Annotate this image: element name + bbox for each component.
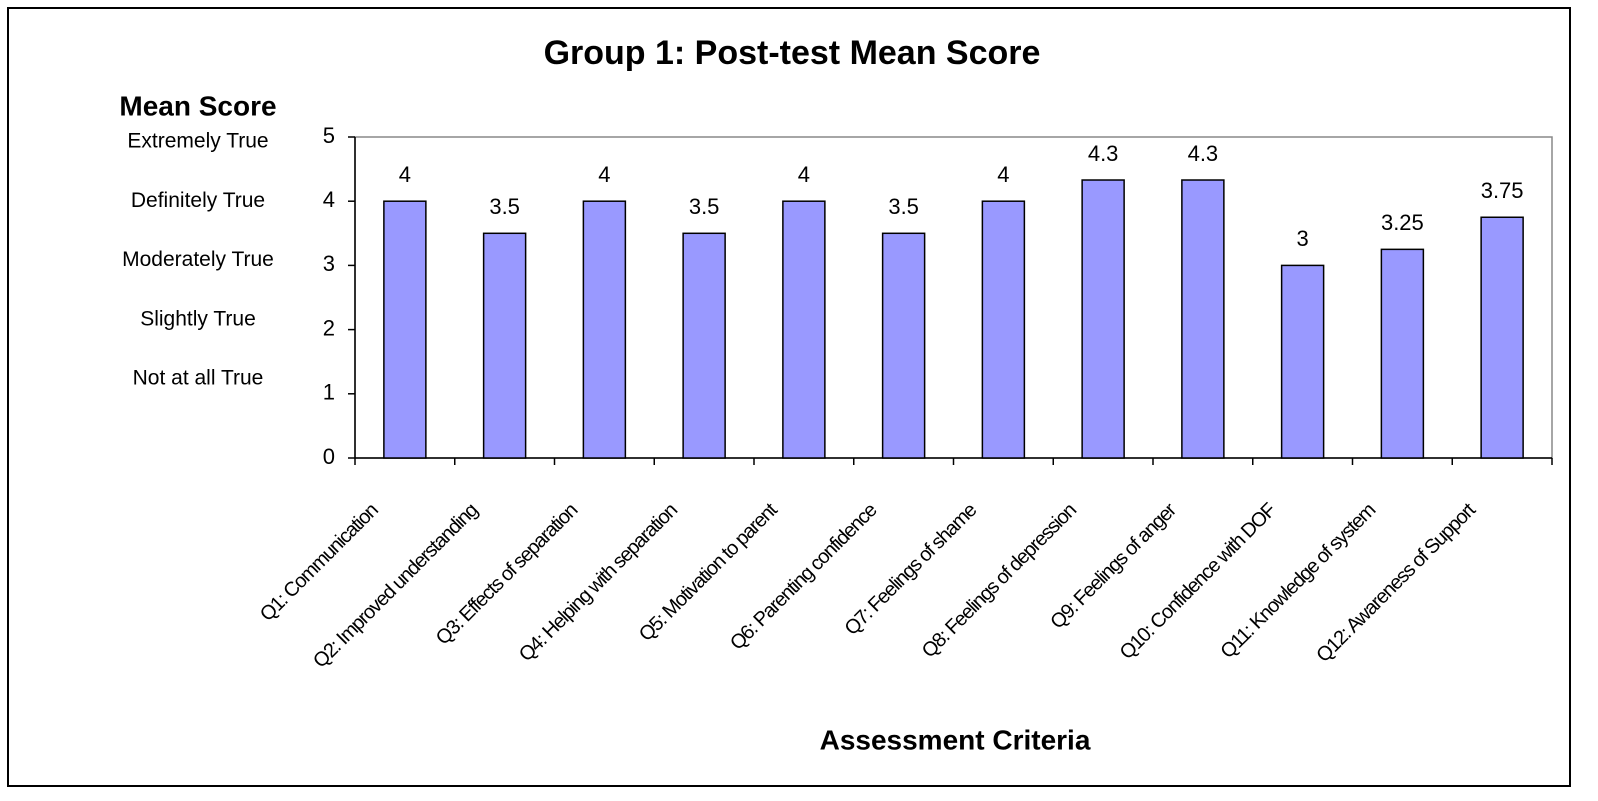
bar [1181, 179, 1225, 459]
bar [1081, 179, 1125, 459]
y-level-label: Not at all True [133, 367, 264, 390]
bar [1480, 216, 1524, 459]
y-level-label: Slightly True [140, 307, 256, 330]
y-tick-label: 3 [323, 251, 335, 276]
value-label: 4.3 [1088, 141, 1119, 166]
value-label: 4.3 [1188, 141, 1219, 166]
bar [582, 200, 627, 459]
x-axis-title: Assessment Criteria [820, 724, 1091, 755]
y-tick-label: 0 [323, 444, 335, 469]
y-tick-label: 5 [323, 123, 335, 148]
chart-title: Group 1: Post-test Mean Score [544, 34, 1041, 72]
value-label: 3.5 [489, 194, 520, 219]
y-level-label: Moderately True [122, 248, 274, 271]
value-label: 3 [1297, 226, 1309, 251]
value-label: 3.5 [689, 194, 720, 219]
y-tick-label: 2 [323, 315, 335, 340]
bar [383, 200, 427, 459]
value-label: 4 [997, 162, 1009, 187]
y-level-label: Definitely True [131, 189, 265, 212]
bar [782, 200, 826, 459]
bar [1280, 264, 1325, 459]
y-tick-label: 4 [323, 187, 335, 212]
bar [482, 232, 527, 459]
value-label: 4 [798, 162, 810, 187]
value-label: 4 [399, 162, 411, 187]
bar [981, 200, 1026, 459]
value-label: 3.5 [888, 194, 919, 219]
bar [1380, 248, 1425, 459]
value-label: 3.75 [1481, 178, 1524, 203]
value-label: 4 [598, 162, 610, 187]
bar [682, 232, 726, 459]
y-level-label: Extremely True [127, 130, 268, 153]
value-label: 3.25 [1381, 210, 1424, 235]
y-axis-title: Mean Score [119, 90, 276, 121]
bar [881, 232, 926, 459]
y-tick-label: 1 [323, 380, 335, 405]
